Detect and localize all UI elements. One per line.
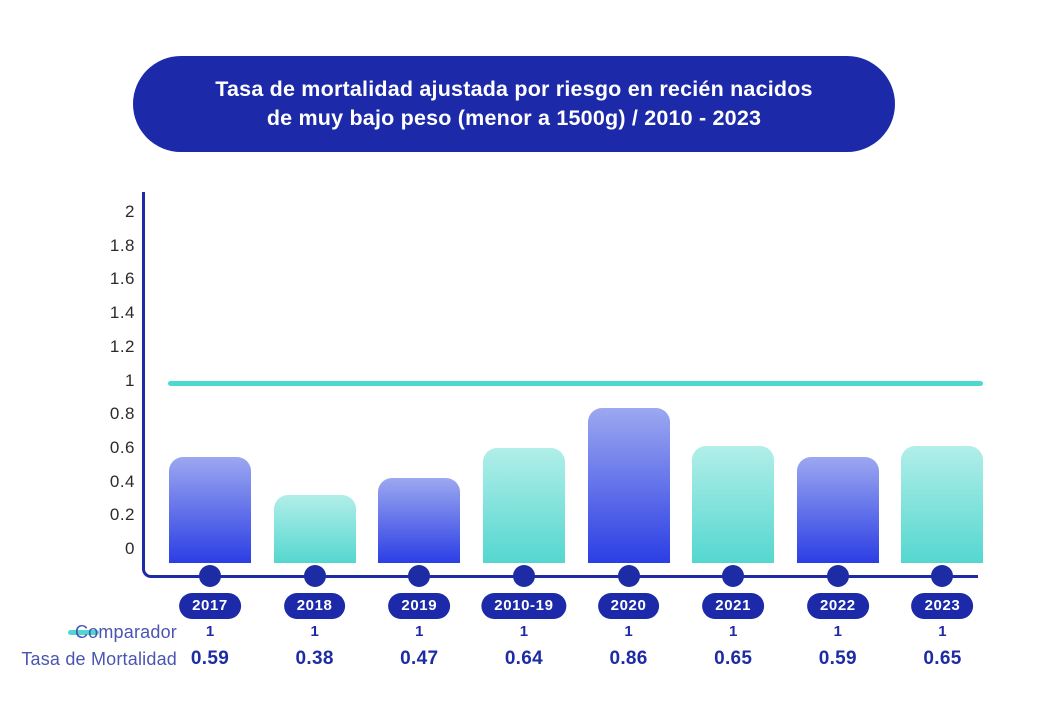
bar-2010-19 bbox=[482, 447, 565, 563]
chart-title-line2: de muy bajo peso (menor a 1500g) / 2010 … bbox=[266, 106, 762, 130]
y-tick-label: 1.2 bbox=[109, 336, 135, 356]
mortality-value: 0.64 bbox=[504, 648, 543, 669]
mortality-value: 0.65 bbox=[714, 648, 753, 669]
comparador-value: 1 bbox=[415, 623, 424, 640]
category-dot bbox=[722, 565, 745, 587]
category-pill-2021: 2021 bbox=[702, 593, 765, 619]
bar-2022 bbox=[796, 456, 879, 563]
comparador-value: 1 bbox=[310, 623, 319, 640]
category-dot bbox=[303, 565, 326, 587]
y-tick-label: 0.2 bbox=[109, 505, 135, 525]
mortalidad-legend-label: Tasa de Mortalidad bbox=[21, 649, 177, 669]
mortality-value: 0.86 bbox=[609, 648, 648, 669]
category-pill-2020: 2020 bbox=[597, 593, 660, 619]
chart-title-line1: Tasa de mortalidad ajustada por riesgo e… bbox=[215, 77, 813, 101]
comparator-reference-line bbox=[168, 381, 983, 386]
bar-2021 bbox=[692, 446, 775, 563]
mortality-value: 0.59 bbox=[190, 648, 230, 669]
mortality-value: 0.59 bbox=[818, 648, 857, 669]
category-dot bbox=[512, 565, 535, 587]
category-dot bbox=[826, 565, 849, 587]
bar-2017 bbox=[169, 456, 251, 563]
category-dot bbox=[617, 565, 640, 587]
category-dot bbox=[408, 565, 431, 587]
category-pill-2023: 2023 bbox=[911, 593, 974, 619]
comparador-value: 1 bbox=[938, 623, 947, 640]
y-tick-label: 1.6 bbox=[109, 269, 135, 289]
y-tick-label: 1 bbox=[125, 370, 135, 390]
bar-2019 bbox=[378, 478, 461, 563]
y-tick-label: 1.4 bbox=[109, 303, 135, 323]
comparador-value: 1 bbox=[624, 623, 633, 640]
bar-2018 bbox=[273, 494, 356, 563]
comparador-legend-label: Comparador bbox=[74, 622, 177, 642]
comparador-legend-swatch-icon bbox=[68, 630, 99, 635]
mortality-value: 0.47 bbox=[400, 648, 439, 669]
axes-lines bbox=[142, 192, 978, 578]
mortality-value: 0.65 bbox=[923, 648, 962, 669]
category-dot bbox=[931, 565, 954, 587]
comparador-value: 1 bbox=[729, 623, 738, 640]
y-tick-label: 0.6 bbox=[109, 437, 135, 457]
mortality-value: 0.38 bbox=[295, 648, 334, 669]
y-tick-label: 2 bbox=[125, 202, 135, 221]
category-pill-2022: 2022 bbox=[806, 593, 869, 619]
y-tick-label: 0.4 bbox=[109, 471, 135, 491]
chart-title-pill: Tasa de mortalidad ajustada por riesgo e… bbox=[133, 56, 895, 152]
comparador-value: 1 bbox=[519, 623, 529, 640]
category-pill-2010-19: 2010-19 bbox=[481, 593, 567, 619]
category-dot bbox=[199, 565, 221, 587]
y-tick-label: 0 bbox=[125, 539, 135, 558]
bar-2023 bbox=[901, 446, 984, 563]
bar-2020 bbox=[587, 408, 670, 563]
category-pill-2018: 2018 bbox=[283, 593, 346, 619]
y-tick-label: 1.8 bbox=[109, 235, 135, 255]
comparador-value: 1 bbox=[833, 623, 842, 640]
category-pill-2019: 2019 bbox=[388, 593, 451, 619]
comparador-value: 1 bbox=[205, 623, 215, 640]
category-pill-2017: 2017 bbox=[179, 593, 241, 619]
y-tick-label: 0.8 bbox=[109, 404, 135, 424]
